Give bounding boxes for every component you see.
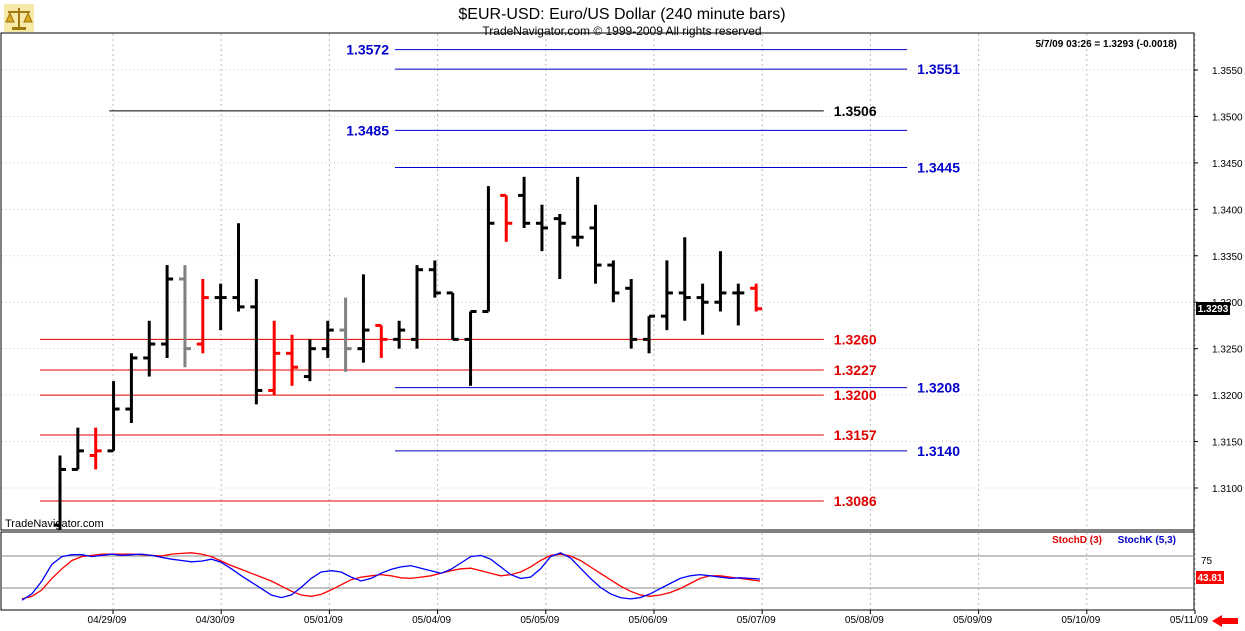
x-tick-label: 05/06/09 (629, 615, 668, 626)
stoch-value-label: 43.81 (1197, 573, 1222, 584)
x-tick-label: 05/08/09 (845, 615, 884, 626)
stoch-value-box (1196, 571, 1224, 584)
ohlc-bar (161, 265, 174, 358)
ohlc-bar (357, 274, 370, 363)
x-tick-label: 05/11/09 (1170, 615, 1209, 626)
level-label: 1.3260 (834, 331, 877, 347)
last-price-label: 1.3293 (1198, 304, 1229, 315)
x-tick-label: 04/29/09 (88, 615, 127, 626)
ohlc-bar (482, 186, 495, 314)
level-label: 1.3208 (917, 380, 960, 396)
ohlc-bar (232, 223, 245, 312)
ohlc-bar (125, 353, 138, 423)
x-tick-label: 05/01/09 (304, 615, 343, 626)
ohlc-bar (589, 204, 602, 284)
ohlc-bar (446, 291, 459, 341)
level-label: 1.3506 (834, 103, 877, 119)
ohlc-bar (196, 279, 209, 354)
level-label: 1.3227 (834, 362, 877, 378)
y-tick-label: 1.3250 (1212, 345, 1243, 356)
ohlc-bar (303, 339, 316, 382)
ohlc-bar (393, 320, 406, 349)
y-tick-label: 1.3100 (1212, 484, 1243, 495)
chart-title: $EUR-USD: Euro/US Dollar (240 minute bar… (458, 6, 785, 23)
ohlc-bar (286, 334, 299, 386)
ohlc-bar (607, 260, 620, 303)
scales-logo-icon (4, 4, 34, 32)
x-tick-label: 05/04/09 (412, 615, 451, 626)
grid (2, 34, 1196, 609)
ohlc-bar (732, 283, 745, 326)
level-label: 1.3551 (917, 61, 960, 77)
ohlc-bar (321, 320, 334, 358)
y-tick-label: 1.3500 (1212, 112, 1243, 123)
quote-readout: 5/7/09 03:26 = 1.3293 (-0.0018) (1036, 39, 1178, 50)
x-tick-label: 05/05/09 (520, 615, 559, 626)
ohlc-bar (500, 193, 513, 242)
ohlc-bar (553, 213, 566, 279)
ohlc-bar (89, 427, 102, 470)
ohlc-bar (143, 320, 156, 377)
ohlc-bar (535, 204, 548, 252)
ohlc-bar (71, 427, 84, 471)
ohlc-bar (625, 279, 638, 349)
x-tick-label: 05/07/09 (737, 615, 776, 626)
ohlc-bar (571, 176, 584, 247)
ohlc-bar (375, 323, 388, 358)
stochK-line (21, 552, 761, 601)
stoch-tick-75: 75 (1201, 556, 1213, 567)
x-axis-ticks: 04/29/09 04/30/09 05/01/09 05/04/09 05/05/09… (88, 610, 1209, 626)
legend-stochK: StochK (5,3) (1118, 535, 1176, 546)
ohlc-bar (428, 260, 441, 298)
y-tick-label: 1.3200 (1212, 391, 1243, 402)
ohlc-bar (250, 279, 263, 405)
ohlc-bar (714, 251, 727, 312)
ohlc-bar (214, 283, 227, 331)
x-tick-label: 04/30/09 (196, 615, 235, 626)
ohlc-bar (411, 265, 423, 349)
price-bars (54, 176, 763, 530)
ohlc-bar (660, 260, 673, 331)
ohlc-bar (696, 283, 709, 335)
y-tick-label: 1.3450 (1212, 159, 1243, 170)
y-tick-label: 1.3150 (1212, 438, 1243, 449)
ohlc-bar (518, 176, 531, 228)
ohlc-bar (339, 297, 352, 372)
level-label: 1.3200 (834, 387, 877, 403)
level-label: 1.3086 (834, 493, 877, 509)
y-tick-label: 1.3350 (1212, 252, 1243, 263)
scroll-left-arrow-icon[interactable] (1212, 615, 1238, 627)
level-label: 1.3485 (346, 122, 389, 138)
level-label: 1.3445 (917, 160, 960, 176)
x-tick-label: 05/10/09 (1061, 615, 1100, 626)
last-price-box (1196, 302, 1230, 315)
y-tick-label: 1.3400 (1212, 205, 1243, 216)
level-label: 1.3572 (346, 42, 389, 58)
level-label: 1.3140 (917, 443, 960, 459)
chart-subtitle: TradeNavigator.com © 1999-2009 All right… (482, 24, 761, 38)
level-label: 1.3157 (834, 427, 877, 443)
ohlc-bar (464, 310, 477, 386)
ohlc-bar (678, 237, 691, 321)
ohlc-bar (107, 381, 120, 453)
ohlc-bar (178, 265, 191, 368)
legend-stochD: StochD (3) (1052, 535, 1102, 546)
y-tick-label: 1.3550 (1212, 66, 1243, 77)
ohlc-bar (643, 314, 656, 354)
ohlc-bar (268, 320, 281, 396)
x-tick-label: 05/09/09 (953, 615, 992, 626)
stochastic-lines (2, 552, 1193, 601)
level-lines: 1.3572 1.3551 1.3506 1.3485 1.3445 1.3260 1.32… (40, 42, 960, 509)
ohlc-bar (750, 283, 763, 312)
ohlc-bar (54, 455, 66, 530)
